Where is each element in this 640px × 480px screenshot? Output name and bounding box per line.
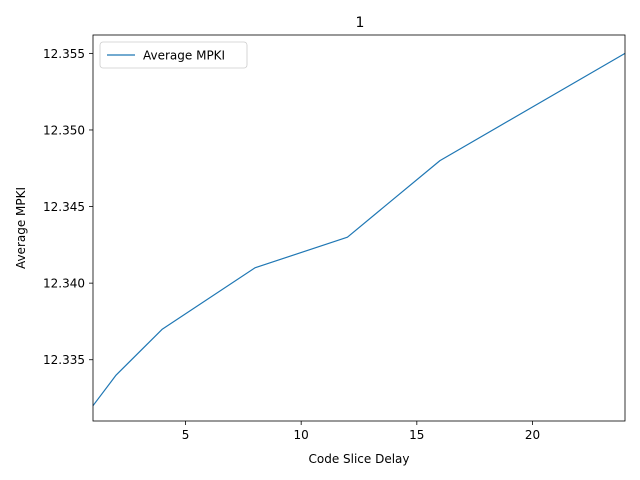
x-tick-label: 5 [182,428,190,442]
x-tick-label: 15 [409,428,424,442]
chart-title: 1 [356,15,365,31]
plot-frame [92,34,626,422]
x-tick-label: 10 [294,428,309,442]
y-axis-label: Average MPKI [14,187,28,269]
y-axis: 12.335 12.340 12.345 12.350 12.355 [43,47,93,367]
y-tick-label: 12.350 [43,123,85,137]
x-axis: 5 10 15 20 [182,421,540,442]
legend-label: Average MPKI [143,49,225,63]
x-tick-label: 20 [525,428,540,442]
series-line-average-mpki [92,52,626,407]
series-layer [92,52,626,407]
y-tick-label: 12.335 [43,353,85,367]
legend: Average MPKI [99,41,248,69]
y-tick-label: 12.355 [43,47,85,61]
y-tick-label: 12.340 [43,277,85,291]
legend-box [99,41,248,69]
y-tick-label: 12.345 [43,200,85,214]
x-axis-label: Code Slice Delay [308,452,409,466]
